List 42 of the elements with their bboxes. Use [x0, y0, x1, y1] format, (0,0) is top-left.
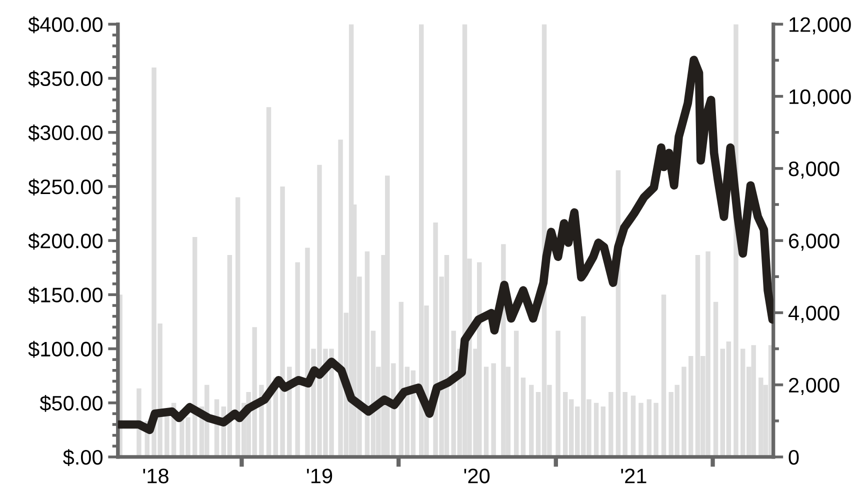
bar	[529, 384, 534, 457]
bar	[280, 186, 285, 457]
bar	[266, 107, 272, 457]
bar	[514, 330, 519, 457]
y-tick-label: $100.00	[28, 340, 103, 358]
bar	[661, 294, 666, 457]
bar	[638, 402, 644, 457]
x-tick-label: '20	[464, 468, 490, 484]
bar	[608, 392, 614, 457]
y2-tick-label: 2,000	[788, 378, 840, 396]
bar	[713, 302, 718, 457]
y2-tick-label: 6,000	[789, 234, 840, 251]
bar	[295, 262, 300, 457]
y-tick-label: $150.00	[28, 286, 103, 304]
bar	[600, 406, 606, 457]
bar	[646, 399, 652, 457]
y-tick-label: $250.00	[28, 178, 103, 196]
x-tick-label: '19	[306, 468, 332, 484]
bar	[556, 330, 560, 457]
bar	[491, 363, 496, 457]
bar	[622, 392, 628, 457]
y-tick-label: $350.00	[28, 70, 103, 88]
y2-tick-label: 0	[788, 450, 799, 465]
y-tick-label: $400.00	[28, 16, 103, 34]
y2-tick-label: 4,000	[788, 306, 840, 323]
y-tick-label: $200.00	[28, 232, 103, 250]
bar	[688, 356, 694, 457]
y-tick-label: $.00	[63, 449, 103, 466]
y2-tick-label: 10,000	[790, 89, 851, 107]
bar	[484, 366, 489, 457]
y-tick-label: $50.00	[40, 394, 103, 412]
bar	[594, 402, 599, 457]
bar	[520, 378, 526, 457]
y2-tick-label: 12,000	[790, 17, 851, 34]
y-tick-label: $300.00	[28, 124, 103, 142]
y2-tick-label: 8,000	[788, 161, 840, 179]
bar	[682, 366, 686, 457]
bar	[192, 236, 198, 457]
x-tick-label: '21	[621, 468, 646, 484]
bar	[630, 396, 636, 457]
x-tick-label: '18	[143, 468, 168, 484]
bar	[654, 402, 658, 457]
